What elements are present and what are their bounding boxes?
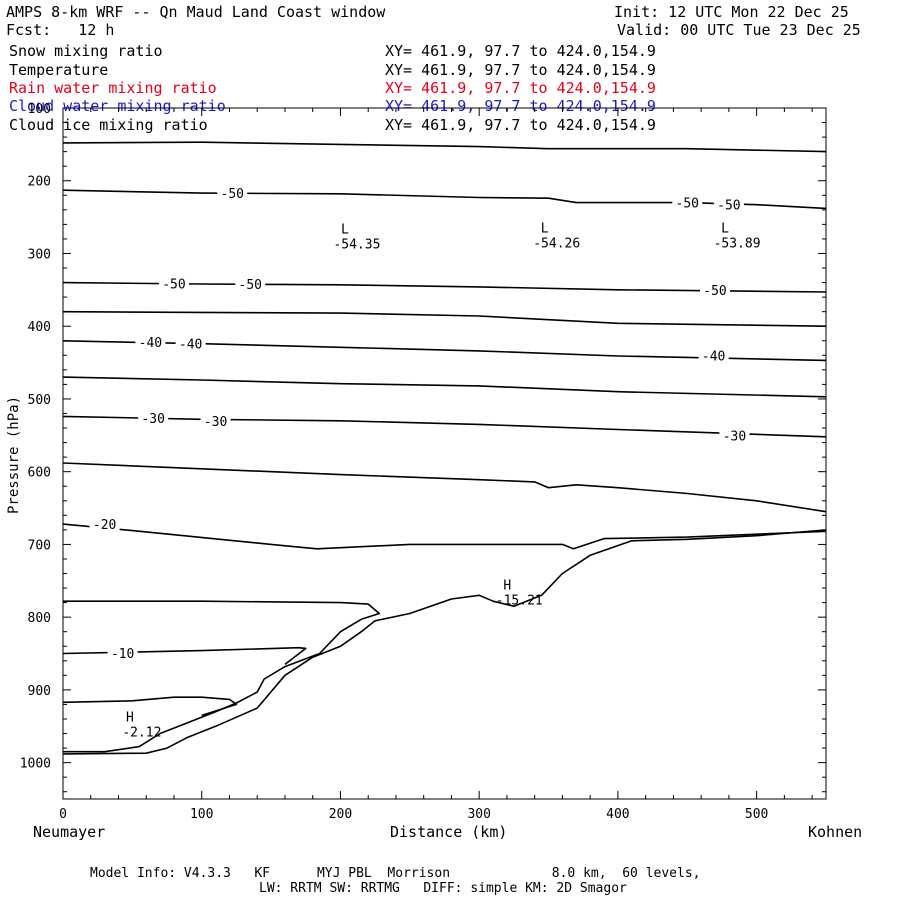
contour-label-bg [698,347,729,363]
contour-label: -30 [204,415,227,430]
contour-label: -30 [141,412,164,427]
y-tick-label: 400 [28,320,51,335]
x-axis-label: Distance (km) [390,823,508,841]
extremum-value: -53.89 [714,237,761,252]
contour-label: -50 [717,199,740,214]
contour-label-bg [235,276,266,292]
extremum-letter: H [126,710,134,725]
x-tick-label: 100 [190,807,213,822]
y-tick-label: 900 [28,684,51,699]
chart-title: AMPS 8-km WRF -- Qn Maud Land Coast wind… [6,3,386,21]
y-axis-label: Pressure (hPa) [6,396,22,514]
contour-label-bg [200,412,231,428]
contour-label: -30 [723,429,746,444]
contour-line [62,141,827,153]
contour-label-bg [672,194,703,210]
x-tick-label: 200 [329,807,352,822]
contour-label: -50 [703,284,726,299]
endpoint-right: Kohnen [808,823,863,841]
contour-label: -40 [139,336,162,351]
extremum-value: -2.12 [122,725,161,740]
model-physics: LW: RRTM SW: RRTMG DIFF: simple KM: 2D S… [259,881,627,896]
y-tick-label: 1000 [20,757,51,772]
extremum-letter: L [541,222,549,237]
init-time: Init: 12 UTC Mon 22 Dec 25 [614,3,849,21]
contour-label: -50 [221,187,244,202]
legend-xy-temperature: XY= 461.9, 97.7 to 424.0,154.9 [385,61,656,79]
extremum-letter: L [341,222,349,237]
y-tick-label: 800 [28,611,51,626]
y-tick-label: 500 [28,393,51,408]
model-info: Model Info: V4.3.3 KF MYJ PBL Morrison 8… [90,866,701,881]
contour-label: -10 [111,647,134,662]
legend-name-snow: Snow mixing ratio [9,42,163,60]
x-tick-label: 0 [59,807,67,822]
forecast-hour: Fcst: 12 h [6,21,115,39]
contour-label: -50 [239,278,262,293]
contour-label-bg [719,427,750,443]
legend-name-temperature: Temperature [9,61,109,79]
legend-name-rain: Rain water mixing ratio [9,79,217,97]
legend-name-cloud-water: Cloud water mixing ratio [9,97,226,115]
endpoint-left: Neumayer [33,823,106,841]
extremum-value: -54.26 [533,237,580,252]
contour-line [62,189,827,210]
extremum-letter: H [503,579,511,594]
x-tick-label: 500 [745,807,768,822]
y-tick-label: 200 [28,175,51,190]
contour-line [62,462,827,513]
contour-label-bg [107,644,138,660]
legend-xy-snow: XY= 461.9, 97.7 to 424.0,154.9 [385,42,656,60]
contour-label-bg [217,185,248,201]
extremum-value: -54.35 [333,237,380,252]
contour-line [62,415,827,438]
extremum-letter: L [721,222,729,237]
contour-label: -50 [162,277,185,292]
contour-line [62,646,307,666]
contour-label-bg [175,335,206,351]
contour-label-bg [135,334,166,350]
contour-line [62,696,238,717]
legend-xy-rain: XY= 461.9, 97.7 to 424.0,154.9 [385,79,656,97]
y-tick-label: 300 [28,247,51,262]
plot-frame [62,107,827,800]
contour-line [63,600,381,753]
contour-label: -20 [93,518,116,533]
contour-label: -40 [179,338,202,353]
contour-line [62,523,827,550]
contour-line [62,529,827,755]
contour-line [62,310,827,327]
y-tick-label: 700 [28,538,51,553]
x-tick-label: 400 [606,807,629,822]
extremum-value: -15.21 [496,594,543,609]
x-tick-label: 300 [467,807,490,822]
y-tick-label: 600 [28,466,51,481]
y-tick-label: 100 [28,102,51,117]
contour-label: -40 [702,349,725,364]
contour-line [62,376,827,398]
legend-name-cloud-ice: Cloud ice mixing ratio [9,116,208,134]
contour-label-bg [700,281,731,297]
legend-xy-cloud-ice: XY= 461.9, 97.7 to 424.0,154.9 [385,116,656,134]
contour-label: -50 [676,197,699,212]
contour-label-bg [89,516,120,532]
legend-xy-cloud-water: XY= 461.9, 97.7 to 424.0,154.9 [385,97,656,115]
contour-label-bg [138,409,169,425]
valid-time: Valid: 00 UTC Tue 23 Dec 25 [617,21,861,39]
contour-label-bg [713,196,744,212]
contour-label-bg [158,275,189,291]
